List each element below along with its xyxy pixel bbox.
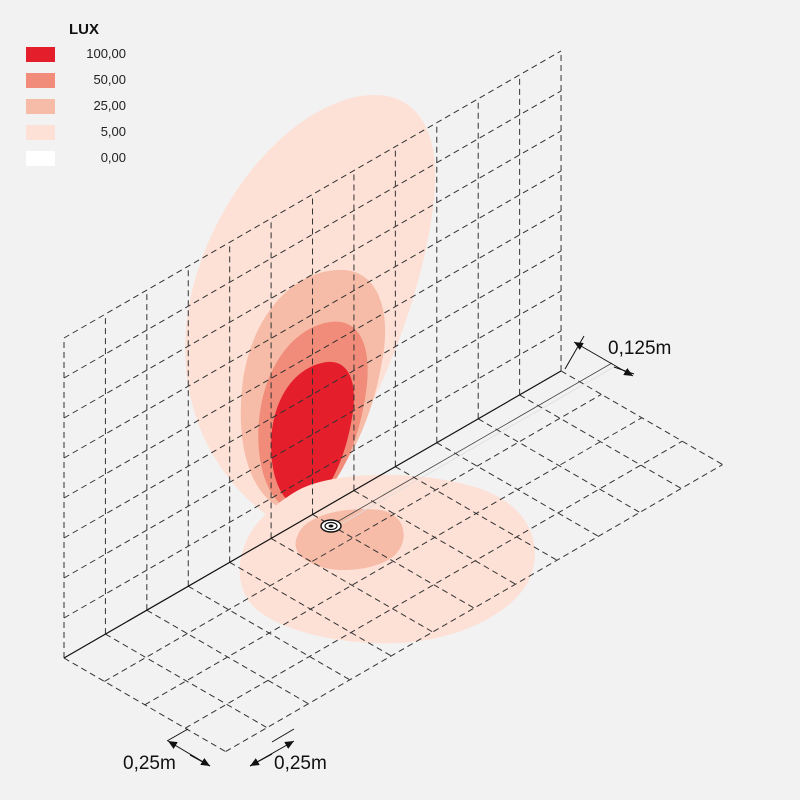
legend-swatch xyxy=(26,99,55,114)
floor-grid-width-line xyxy=(225,464,723,753)
floor-grid-depth-line xyxy=(105,633,268,729)
wall-contour-100 xyxy=(271,361,354,508)
legend-value: 5,00 xyxy=(100,124,126,139)
legend-title: LUX xyxy=(69,21,99,38)
legend-item: 5,00 xyxy=(26,118,126,144)
dim-1-extension-a xyxy=(564,335,585,370)
legend-value: 25,00 xyxy=(93,98,126,113)
legend-item: 25,00 xyxy=(26,92,126,118)
wall-grid-horizontal-line xyxy=(63,210,562,499)
lux-legend: LUX 100,00 50,00 25,00 5,00 0,00 xyxy=(26,20,126,170)
wall-grid-horizontal-line xyxy=(63,170,562,459)
floor-grid-depth-line xyxy=(477,418,641,513)
legend-value: 0,00 xyxy=(100,150,126,165)
dim-2-extension-a xyxy=(166,728,189,742)
legend-swatch xyxy=(26,47,55,62)
dimension-label-fixture-offset: 0,125m xyxy=(608,338,672,359)
floor-grid-width-line xyxy=(184,440,683,729)
dim-1-arrow xyxy=(573,341,634,377)
legend-item: 0,00 xyxy=(26,144,126,170)
dim-3-extension-b xyxy=(271,728,295,743)
dimension-label-grid-x: 0,25m xyxy=(123,753,176,774)
dimension-label-grid-y: 0,25m xyxy=(274,753,327,774)
fixture-axis-line xyxy=(329,362,613,527)
wall-grid-horizontal-line xyxy=(63,330,562,619)
dim-3-arrow xyxy=(249,740,295,767)
wall-contours xyxy=(185,94,436,519)
wall-grid-horizontal-line xyxy=(63,90,562,379)
corner-edge-line xyxy=(63,370,562,659)
wall-grid-horizontal-line xyxy=(63,250,562,539)
wall-grid-horizontal-line xyxy=(63,130,562,419)
wall-grid xyxy=(63,50,562,658)
legend-value: 100,00 xyxy=(86,46,126,61)
legend-item: 50,00 xyxy=(26,66,126,92)
floor-grid-depth-line xyxy=(270,537,433,633)
legend-swatch xyxy=(26,73,55,88)
floor-grid-width-line xyxy=(144,417,643,706)
floor-grid xyxy=(63,370,723,753)
legend-value: 50,00 xyxy=(93,72,126,87)
fixture-axis-line-2 xyxy=(333,366,615,529)
legend-swatch xyxy=(26,151,55,166)
floor-contours xyxy=(239,474,535,644)
light-fixture-icon xyxy=(320,519,342,533)
legend-swatch xyxy=(26,125,55,140)
floor-grid-width-line xyxy=(104,393,602,682)
dim-2-arrow xyxy=(167,740,211,767)
floor-grid-depth-line xyxy=(519,394,682,489)
legend-item: 100,00 xyxy=(26,40,126,66)
dimension-markers xyxy=(166,335,635,767)
wall-grid-horizontal-line xyxy=(63,50,562,339)
wall-grid-horizontal-line xyxy=(63,290,562,579)
